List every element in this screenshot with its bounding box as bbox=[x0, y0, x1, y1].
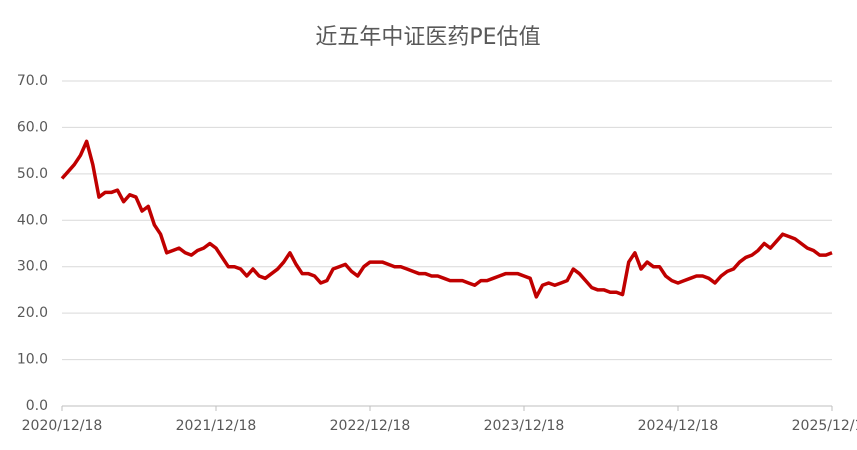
y-tick-label: 30.0 bbox=[17, 259, 48, 275]
x-tick-label: 2021/12/18 bbox=[176, 418, 257, 434]
y-tick-label: 20.0 bbox=[17, 305, 48, 321]
x-tick-label: 2020/12/18 bbox=[22, 418, 103, 434]
x-tick-label: 2025/12/18 bbox=[792, 418, 857, 434]
y-tick-label: 60.0 bbox=[17, 119, 48, 135]
y-tick-label: 70.0 bbox=[17, 73, 48, 89]
y-tick-label: 10.0 bbox=[17, 352, 48, 368]
pe-line bbox=[60, 139, 833, 299]
y-tick-label: 50.0 bbox=[17, 166, 48, 182]
y-tick-label: 0.0 bbox=[26, 398, 48, 414]
x-tick-label: 2024/12/18 bbox=[638, 418, 719, 434]
x-tick-label: 2022/12/18 bbox=[330, 418, 411, 434]
x-tick-label: 2023/12/18 bbox=[484, 418, 565, 434]
chart-title: 近五年中证医药PE估值 bbox=[315, 25, 540, 50]
y-tick-label: 40.0 bbox=[17, 212, 48, 228]
